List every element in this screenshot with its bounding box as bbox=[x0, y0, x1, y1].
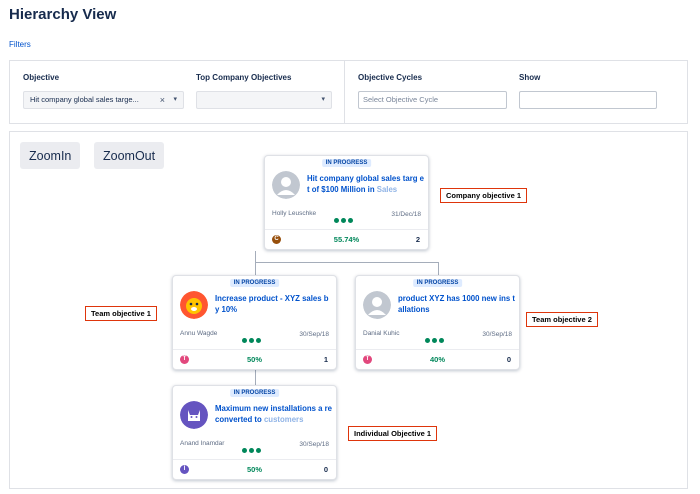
owner-name: Danial Kuhic bbox=[363, 330, 400, 337]
progress-percent: 55.74% bbox=[333, 235, 360, 244]
more-options-icon[interactable] bbox=[242, 440, 263, 458]
filters-divider bbox=[344, 61, 345, 123]
show-input[interactable] bbox=[519, 91, 657, 109]
annotation-team-objective-1: Team objective 1 bbox=[85, 306, 157, 321]
annotation-team-objective-2: Team objective 2 bbox=[526, 312, 598, 327]
objective-label: Objective bbox=[23, 73, 60, 82]
progress-percent: 50% bbox=[246, 355, 262, 364]
connector-line bbox=[255, 262, 438, 263]
status-badge: IN PROGRESS bbox=[229, 279, 280, 287]
team-type-icon: T bbox=[363, 355, 372, 364]
chevron-down-icon[interactable]: ▾ bbox=[173, 96, 177, 103]
zoom-in-button[interactable]: ZoomIn bbox=[20, 142, 81, 169]
connector-line bbox=[255, 360, 256, 385]
more-options-icon[interactable] bbox=[425, 330, 446, 348]
connector-line bbox=[255, 262, 256, 275]
due-date: 30/Sep/18 bbox=[482, 331, 512, 338]
owner-name: Annu Wagde bbox=[180, 330, 218, 337]
status-badge: IN PROGRESS bbox=[229, 389, 280, 397]
avatar-cat-icon bbox=[180, 401, 208, 429]
owner-name: Holly Leuschke bbox=[272, 210, 317, 217]
show-label: Show bbox=[519, 73, 541, 82]
more-options-icon[interactable] bbox=[242, 330, 263, 348]
objective-cycle-input[interactable]: Select Objective Cycle bbox=[358, 91, 507, 109]
progress-percent: 50% bbox=[246, 465, 262, 474]
due-date: 30/Sep/18 bbox=[299, 331, 329, 338]
top-company-objectives-select[interactable]: ▾ bbox=[196, 91, 332, 109]
objective-title[interactable]: product XYZ has 1000 new ins tallations bbox=[398, 294, 515, 314]
objective-card-team-2[interactable]: IN PROGRESS product XYZ has 1000 new ins… bbox=[355, 275, 520, 370]
annotation-company-objective: Company objective 1 bbox=[440, 188, 528, 203]
hierarchy-canvas[interactable]: ZoomIn ZoomOut IN PROGRESS Hit company g… bbox=[9, 131, 688, 489]
annotation-individual-objective: Individual Objective 1 bbox=[348, 426, 438, 441]
due-date: 31/Dec/18 bbox=[391, 211, 421, 218]
objective-card-individual[interactable]: IN PROGRESS Maximum new installations a … bbox=[172, 385, 337, 480]
children-count[interactable]: 0 bbox=[323, 465, 328, 474]
top-company-objectives-label: Top Company Objectives bbox=[196, 73, 292, 82]
progress-percent: 40% bbox=[429, 355, 445, 364]
due-date: 30/Sep/18 bbox=[299, 441, 329, 448]
objective-title[interactable]: Increase product - XYZ sales b y 10% bbox=[215, 294, 329, 314]
children-count[interactable]: 1 bbox=[323, 355, 328, 364]
objective-select-value: Hit company global sales targe... bbox=[30, 95, 139, 104]
objective-card-company[interactable]: IN PROGRESS Hit company global sales tar… bbox=[264, 155, 429, 250]
avatar-placeholder-icon bbox=[272, 171, 300, 199]
children-count[interactable]: 0 bbox=[506, 355, 511, 364]
objective-cycles-label: Objective Cycles bbox=[358, 73, 423, 82]
more-options-icon[interactable] bbox=[334, 210, 355, 228]
objective-select[interactable]: Hit company global sales targe... × ▾ bbox=[23, 91, 184, 109]
connector-line bbox=[255, 251, 256, 263]
team-type-icon: T bbox=[180, 355, 189, 364]
status-badge: IN PROGRESS bbox=[321, 159, 372, 167]
chevron-down-icon[interactable]: ▾ bbox=[321, 96, 325, 103]
filters-link[interactable]: Filters bbox=[9, 40, 31, 49]
avatar-placeholder-icon bbox=[363, 291, 391, 319]
company-type-icon: C bbox=[272, 235, 281, 244]
clear-icon[interactable]: × bbox=[159, 95, 165, 105]
status-badge: IN PROGRESS bbox=[412, 279, 463, 287]
individual-type-icon: I bbox=[180, 465, 189, 474]
objective-title[interactable]: Hit company global sales targ et of $100… bbox=[307, 174, 424, 194]
connector-line bbox=[438, 262, 439, 275]
avatar-lion-icon bbox=[180, 291, 208, 319]
objective-title[interactable]: Maximum new installations a re converted… bbox=[215, 404, 332, 424]
page-title: Hierarchy View bbox=[9, 6, 117, 23]
owner-name: Anand Inamdar bbox=[180, 440, 225, 447]
zoom-out-button[interactable]: ZoomOut bbox=[94, 142, 165, 169]
filters-panel: Objective Hit company global sales targe… bbox=[9, 60, 688, 124]
objective-card-team-1[interactable]: IN PROGRESS Increase product - XYZ sales… bbox=[172, 275, 337, 370]
children-count[interactable]: 2 bbox=[415, 235, 420, 244]
